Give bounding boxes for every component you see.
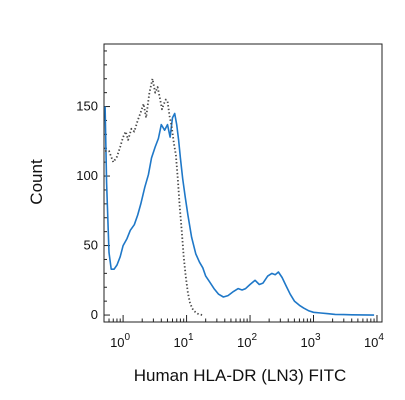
x-tick-exponent: 0 bbox=[125, 332, 131, 343]
x-tick-base: 10 bbox=[237, 335, 251, 350]
x-tick-exponent: 3 bbox=[315, 332, 321, 343]
x-tick-base: 10 bbox=[174, 335, 188, 350]
x-tick-base: 10 bbox=[364, 335, 378, 350]
y-tick-label: 0 bbox=[91, 307, 98, 322]
x-tick-base: 10 bbox=[110, 335, 124, 350]
y-tick-label: 100 bbox=[76, 168, 98, 183]
y-tick-label: 50 bbox=[84, 238, 98, 253]
x-tick-label: 103 bbox=[300, 332, 320, 350]
y-tick-label: 150 bbox=[76, 99, 98, 114]
x-tick-exponent: 4 bbox=[378, 332, 384, 343]
series-layer bbox=[104, 77, 375, 316]
x-axis-title: Human HLA-DR (LN3) FITC bbox=[134, 366, 347, 385]
x-tick-label: 102 bbox=[237, 332, 257, 350]
x-tick-label: 101 bbox=[174, 332, 194, 350]
x-tick-exponent: 1 bbox=[188, 332, 194, 343]
stained-sample-histogram bbox=[104, 106, 375, 316]
isotype-control-histogram bbox=[105, 77, 203, 316]
x-tick-label: 100 bbox=[110, 332, 130, 350]
y-axis-title: Count bbox=[27, 159, 46, 205]
x-tick-exponent: 2 bbox=[251, 332, 257, 343]
plot-frame bbox=[103, 43, 383, 323]
x-tick-label: 104 bbox=[364, 332, 384, 350]
labels-layer: Human HLA-DR (LN3) FITC Count bbox=[27, 159, 346, 385]
x-tick-base: 10 bbox=[300, 335, 314, 350]
